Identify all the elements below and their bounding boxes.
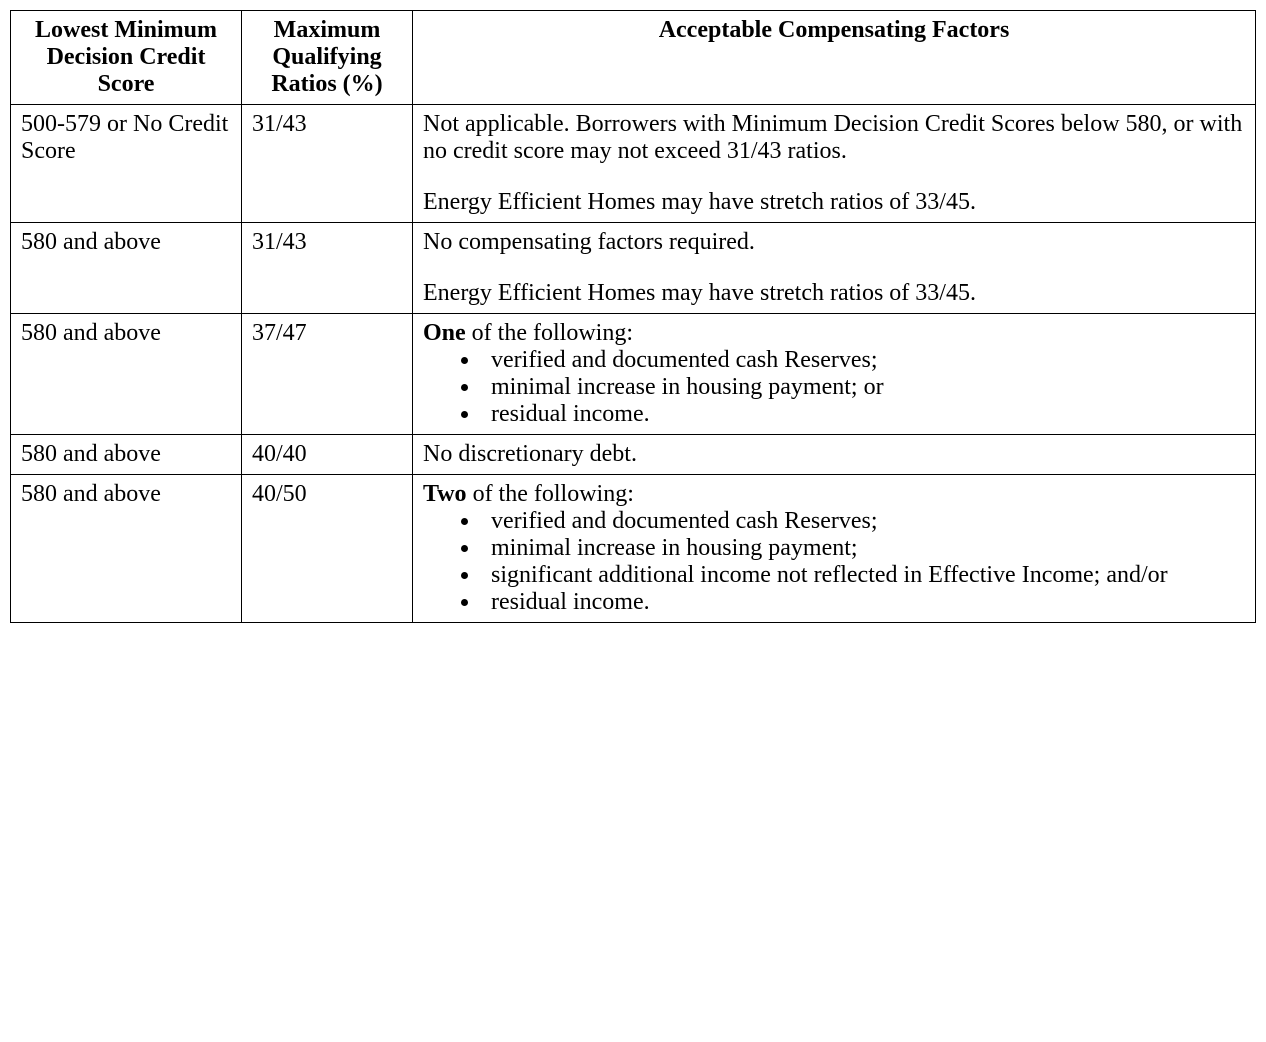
table-row: 580 and above40/40 No discretionary debt. — [11, 435, 1256, 475]
table-row: 580 and above40/50Two of the following:v… — [11, 475, 1256, 623]
cell-qualifying-ratio: 40/50 — [242, 475, 413, 623]
factors-bullet: verified and documented cash Reserves; — [481, 508, 1245, 535]
cell-compensating-factors: No compensating factors required. Energy … — [413, 223, 1256, 314]
factors-paragraph: Not applicable. Borrowers with Minimum D… — [423, 111, 1245, 165]
cell-credit-score: 580 and above — [11, 435, 242, 475]
compensating-factors-table: Lowest Minimum Decision Credit Score Max… — [10, 10, 1256, 623]
factors-paragraph: No compensating factors required. — [423, 229, 1245, 256]
table-body: 500-579 or No Credit Score31/43Not appli… — [11, 105, 1256, 623]
factors-bullet: minimal increase in housing payment; or — [481, 374, 1245, 401]
header-credit-score: Lowest Minimum Decision Credit Score — [11, 11, 242, 105]
header-compensating-factors: Acceptable Compensating Factors — [413, 11, 1256, 105]
factors-paragraph: No discretionary debt. — [423, 441, 1245, 468]
table-header-row: Lowest Minimum Decision Credit Score Max… — [11, 11, 1256, 105]
table-row: 580 and above37/47One of the following:v… — [11, 314, 1256, 435]
factors-bullet-list: verified and documented cash Reserves;mi… — [423, 508, 1245, 616]
table-row: 500-579 or No Credit Score31/43Not appli… — [11, 105, 1256, 223]
factors-lead-bold: One — [423, 320, 466, 346]
header-qualifying-ratios: Maximum Qualifying Ratios (%) — [242, 11, 413, 105]
factors-lead-rest: of the following: — [466, 320, 633, 346]
factors-lead: Two of the following: — [423, 481, 1245, 508]
cell-compensating-factors: Not applicable. Borrowers with Minimum D… — [413, 105, 1256, 223]
factors-bullet: residual income. — [481, 401, 1245, 428]
cell-credit-score: 580 and above — [11, 475, 242, 623]
factors-bullet-list: verified and documented cash Reserves;mi… — [423, 347, 1245, 428]
cell-qualifying-ratio: 37/47 — [242, 314, 413, 435]
cell-compensating-factors: One of the following:verified and docume… — [413, 314, 1256, 435]
cell-qualifying-ratio: 31/43 — [242, 223, 413, 314]
factors-bullet: residual income. — [481, 589, 1245, 616]
factors-lead: One of the following: — [423, 320, 1245, 347]
cell-qualifying-ratio: 40/40 — [242, 435, 413, 475]
cell-compensating-factors: No discretionary debt. — [413, 435, 1256, 475]
cell-credit-score: 580 and above — [11, 223, 242, 314]
table-row: 580 and above31/43No compensating factor… — [11, 223, 1256, 314]
factors-lead-rest: of the following: — [467, 481, 634, 507]
cell-qualifying-ratio: 31/43 — [242, 105, 413, 223]
factors-paragraph: Energy Efficient Homes may have stretch … — [423, 280, 1245, 307]
factors-bullet: minimal increase in housing payment; — [481, 535, 1245, 562]
factors-bullet: significant additional income not reflec… — [481, 562, 1245, 589]
factors-lead-bold: Two — [423, 481, 467, 507]
factors-paragraph: Energy Efficient Homes may have stretch … — [423, 189, 1245, 216]
cell-credit-score: 580 and above — [11, 314, 242, 435]
factors-bullet: verified and documented cash Reserves; — [481, 347, 1245, 374]
cell-credit-score: 500-579 or No Credit Score — [11, 105, 242, 223]
cell-compensating-factors: Two of the following:verified and docume… — [413, 475, 1256, 623]
